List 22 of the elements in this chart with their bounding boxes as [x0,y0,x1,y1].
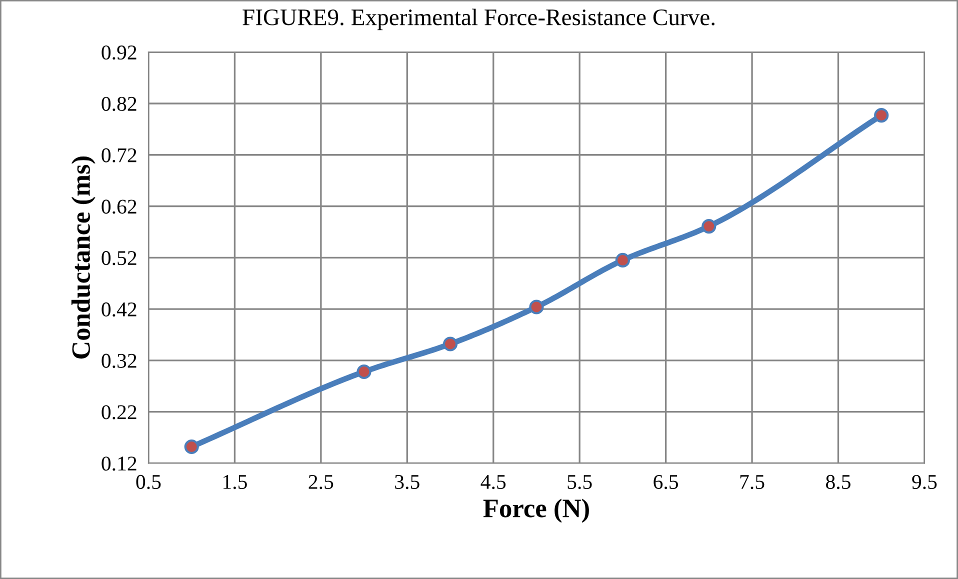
x-axis-title: Force (N) [483,498,589,523]
x-tick-label: 9.5 [912,474,937,490]
x-tick-label: 0.5 [136,474,161,490]
y-tick-label: 0.52 [102,251,136,266]
x-tick-label: 6.5 [654,474,678,490]
x-tick-label: 2.5 [308,474,334,490]
chart-title: FIGURE9. Experimental Force-Resistance Curve. [242,8,714,30]
x-tick-label: 1.5 [224,475,247,490]
x-tick-label: 7.5 [740,475,764,490]
y-tick-label: 0.82 [102,96,136,112]
y-tick-label: 0.22 [102,405,136,420]
x-tick-label: 4.5 [480,475,506,490]
y-tick-label: 0.32 [102,354,136,368]
x-tick-label: 5.5 [568,475,592,490]
x-tick-label: 8.5 [826,474,850,490]
x-tick-label: 3.5 [395,474,420,490]
y-tick-label: 0.62 [102,200,136,214]
y-tick-label: 0.42 [102,302,136,317]
y-axis-title: Conductance (ms) [71,156,96,359]
y-tick-label: 0.12 [102,456,136,471]
y-tick-label: 0.92 [102,45,136,60]
y-tick-label: 0.72 [102,148,136,162]
